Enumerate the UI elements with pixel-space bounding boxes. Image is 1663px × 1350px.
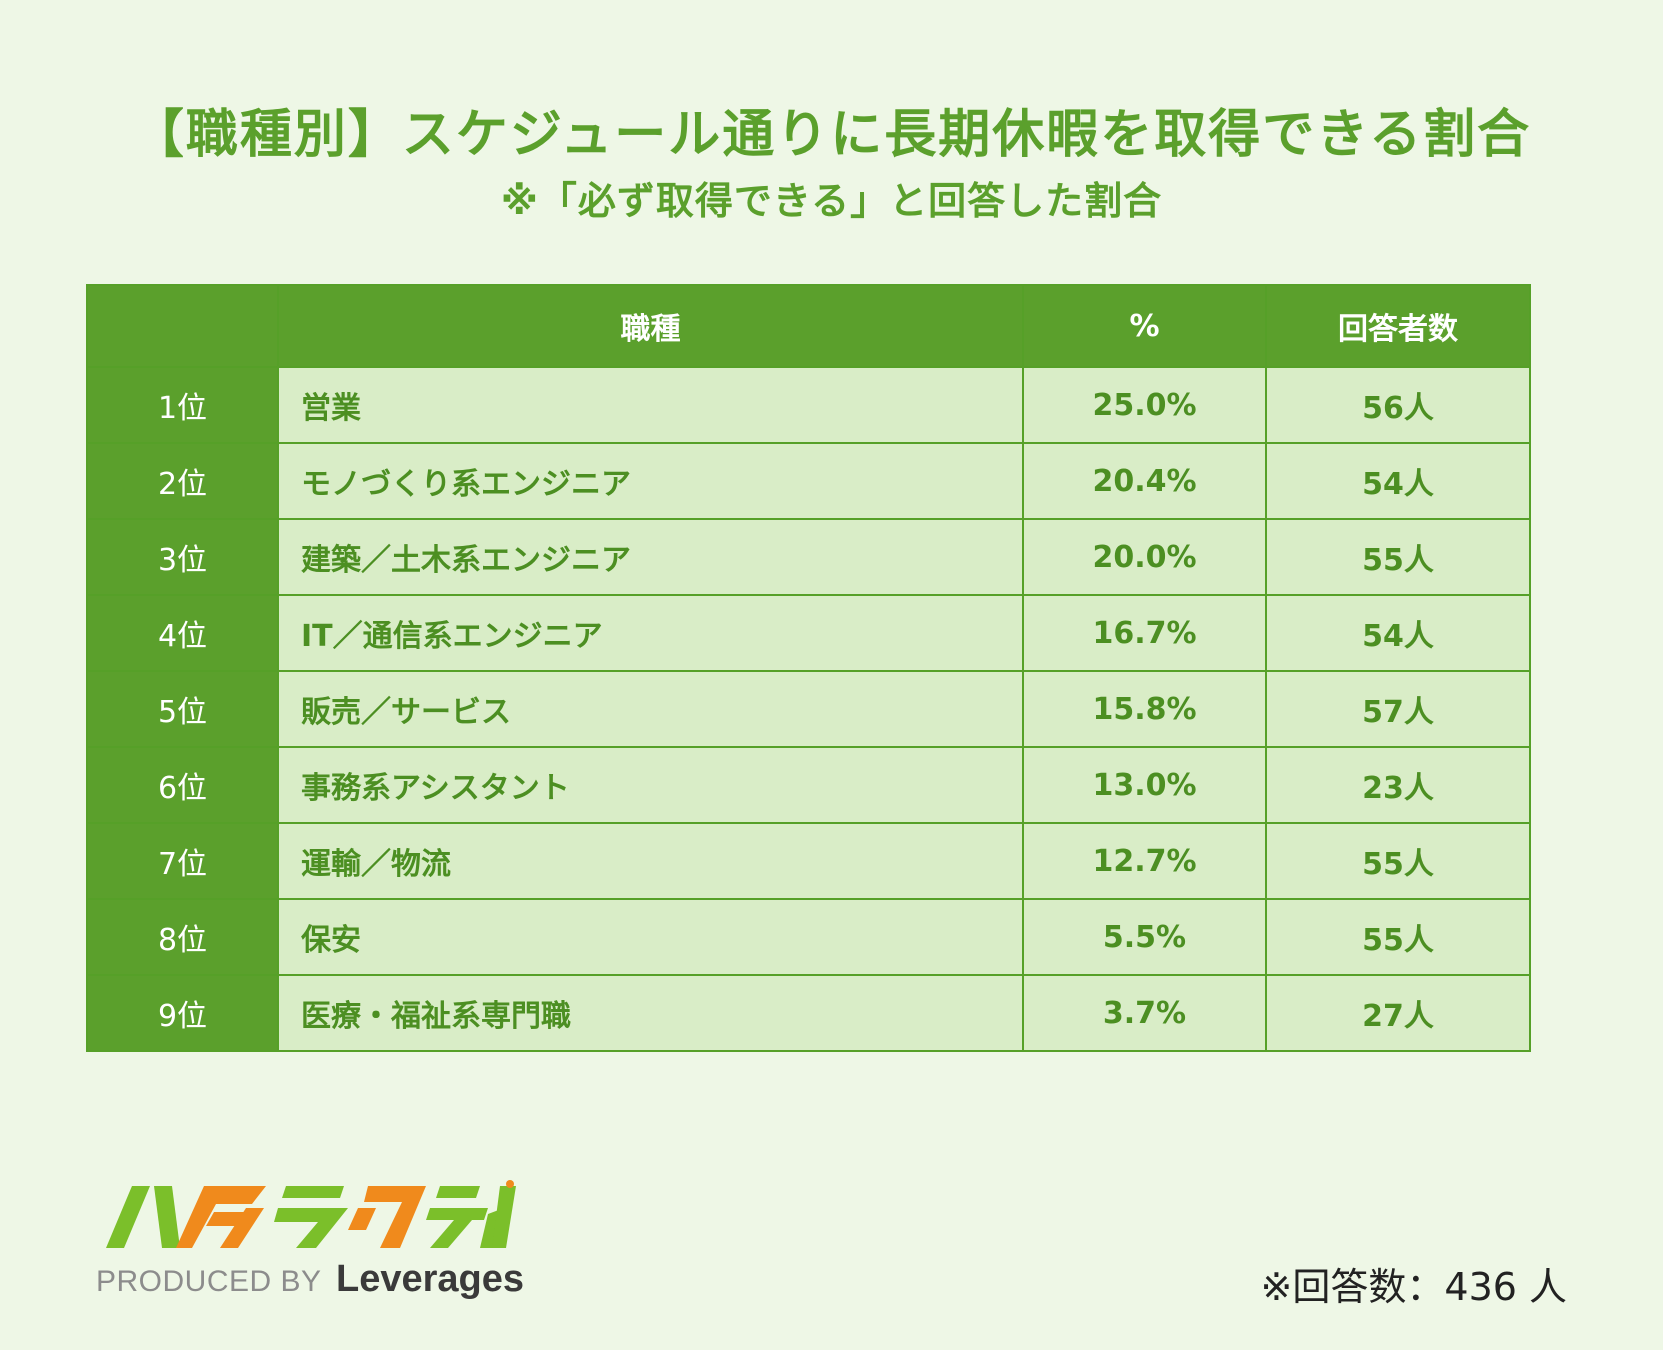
rank-label: 2位 <box>86 442 279 520</box>
table-body: 1位 営業 25.0% 56人 2位 モノづくり系エンジニア 20.4% 54人 3位 建築／土木… <box>86 366 1531 1052</box>
respondent-count: 27人 <box>1265 974 1531 1052</box>
job-name: IT／通信系エンジニア <box>277 594 1024 672</box>
rank-label: 8位 <box>86 898 279 976</box>
job-name: 販売／サービス <box>277 670 1024 748</box>
table-row: 1位 営業 25.0% 56人 <box>86 366 1531 444</box>
ranking-table: 職種 % 回答者数 1位 営業 25.0% 56人 2位 モノづくり系エンジニア 20.4%… <box>86 284 1531 1052</box>
table-row: 9位 医療・福祉系専門職 3.7% 27人 <box>86 974 1531 1052</box>
percent-value: 3.7% <box>1022 974 1267 1052</box>
respondent-count: 23人 <box>1265 746 1531 824</box>
rank-label: 6位 <box>86 746 279 824</box>
produced-by-label: PRODUCED BY <box>96 1265 322 1298</box>
chart-title: 【職種別】スケジュール通りに長期休暇を取得できる割合 <box>131 105 1532 165</box>
percent-value: 16.7% <box>1022 594 1267 672</box>
percent-value: 20.4% <box>1022 442 1267 520</box>
table-row: 5位 販売／サービス 15.8% 57人 <box>86 670 1531 748</box>
chart-subtitle: ※「必ず取得できる」と回答した割合 <box>500 179 1163 223</box>
logo-mark <box>106 1180 516 1248</box>
job-name: 建築／土木系エンジニア <box>277 518 1024 596</box>
rank-label: 7位 <box>86 822 279 900</box>
respondent-count: 55人 <box>1265 822 1531 900</box>
hataractive-logo <box>106 1180 516 1248</box>
header-percent: % <box>1022 284 1267 368</box>
percent-value: 15.8% <box>1022 670 1267 748</box>
percent-value: 12.7% <box>1022 822 1267 900</box>
job-name: 事務系アシスタント <box>277 746 1024 824</box>
respondent-count-note: ※回答数：436 人 <box>1260 1265 1567 1309</box>
respondent-count: 54人 <box>1265 442 1531 520</box>
respondent-count: 56人 <box>1265 366 1531 444</box>
job-name: 運輸／物流 <box>277 822 1024 900</box>
rank-label: 5位 <box>86 670 279 748</box>
percent-value: 5.5% <box>1022 898 1267 976</box>
percent-value: 13.0% <box>1022 746 1267 824</box>
job-name: 保安 <box>277 898 1024 976</box>
respondent-count: 55人 <box>1265 898 1531 976</box>
percent-value: 25.0% <box>1022 366 1267 444</box>
table-header-row: 職種 % 回答者数 <box>86 284 1531 368</box>
respondent-count: 55人 <box>1265 518 1531 596</box>
table-row: 6位 事務系アシスタント 13.0% 23人 <box>86 746 1531 824</box>
header-rank <box>86 284 279 368</box>
table-row: 3位 建築／土木系エンジニア 20.0% 55人 <box>86 518 1531 596</box>
produced-by: PRODUCED BY Leverages <box>96 1258 524 1301</box>
job-name: 営業 <box>277 366 1024 444</box>
table-row: 2位 モノづくり系エンジニア 20.4% 54人 <box>86 442 1531 520</box>
job-name: モノづくり系エンジニア <box>277 442 1024 520</box>
percent-value: 20.0% <box>1022 518 1267 596</box>
respondent-count: 57人 <box>1265 670 1531 748</box>
table-row: 8位 保安 5.5% 55人 <box>86 898 1531 976</box>
company-name: Leverages <box>336 1258 525 1300</box>
header-job: 職種 <box>277 284 1024 368</box>
rank-label: 9位 <box>86 974 279 1052</box>
table-row: 4位 IT／通信系エンジニア 16.7% 54人 <box>86 594 1531 672</box>
respondent-count: 54人 <box>1265 594 1531 672</box>
job-name: 医療・福祉系専門職 <box>277 974 1024 1052</box>
header-respondents: 回答者数 <box>1265 284 1531 368</box>
rank-label: 3位 <box>86 518 279 596</box>
table-row: 7位 運輸／物流 12.7% 55人 <box>86 822 1531 900</box>
rank-label: 1位 <box>86 366 279 444</box>
rank-label: 4位 <box>86 594 279 672</box>
